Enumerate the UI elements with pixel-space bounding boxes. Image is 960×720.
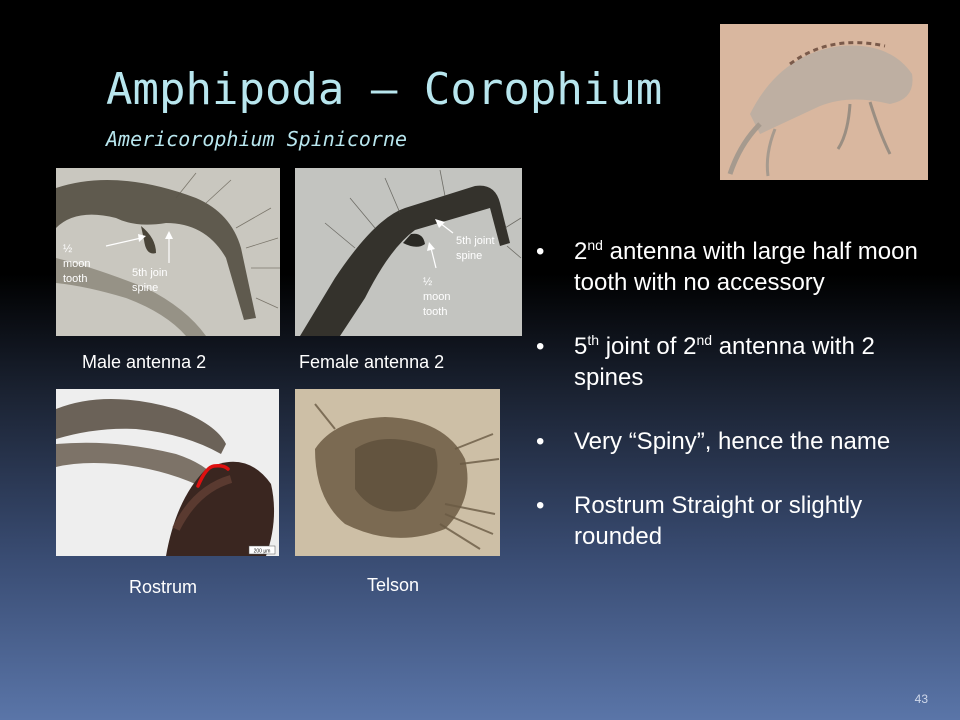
male-antenna-photo: ½ moon tooth 5th join spine	[56, 168, 280, 336]
bullet-item: • 5th joint of 2nd antenna with 2 spines	[536, 332, 875, 391]
female-antenna-caption: Female antenna 2	[299, 352, 445, 372]
female-spine-label-1: 5th joint	[456, 235, 495, 247]
bullet-list: • 2nd antenna with large half moon tooth…	[536, 236, 946, 585]
male-moon-label-3: tooth	[63, 272, 88, 285]
female-moon-label-3: tooth	[423, 305, 448, 318]
female-moon-label-2: moon	[423, 290, 451, 303]
rostrum-photo: 200 µm	[56, 389, 279, 556]
female-spine-label-2: spine	[456, 249, 483, 262]
male-spine-label-2: spine	[132, 281, 159, 294]
male-moon-label-1: ½	[63, 243, 73, 255]
bullet-marker: •	[536, 492, 545, 519]
telson-photo	[295, 389, 500, 556]
rostrum-caption: Rostrum	[129, 577, 198, 597]
bullet-item: • 2nd antenna with large half moon tooth…	[536, 237, 918, 296]
male-moon-label-2: moon	[63, 257, 91, 270]
female-moon-label-1: ½	[423, 276, 433, 288]
page-number: 43	[914, 692, 928, 706]
rostrum-scale-label: 200 µm	[254, 549, 271, 555]
slide-subtitle: Americorophium Spinicorne	[106, 127, 408, 151]
amphipod-photo	[720, 24, 928, 180]
bullet-marker: •	[536, 333, 545, 360]
slide-title: Amphipoda – Corophium	[106, 64, 663, 115]
male-spine-label-1: 5th join	[132, 267, 168, 279]
rostrum-marker	[196, 464, 230, 488]
bullet-item: • Rostrum Straight or slightly rounded	[536, 492, 863, 550]
bullet-marker: •	[536, 238, 545, 265]
male-antenna-caption: Male antenna 2	[82, 352, 207, 372]
telson-caption: Telson	[367, 575, 420, 595]
bullet-marker: •	[536, 428, 545, 455]
bullet-item: • Very “Spiny”, hence the name	[536, 428, 891, 455]
female-antenna-photo: 5th joint spine ½ moon tooth	[295, 168, 522, 336]
